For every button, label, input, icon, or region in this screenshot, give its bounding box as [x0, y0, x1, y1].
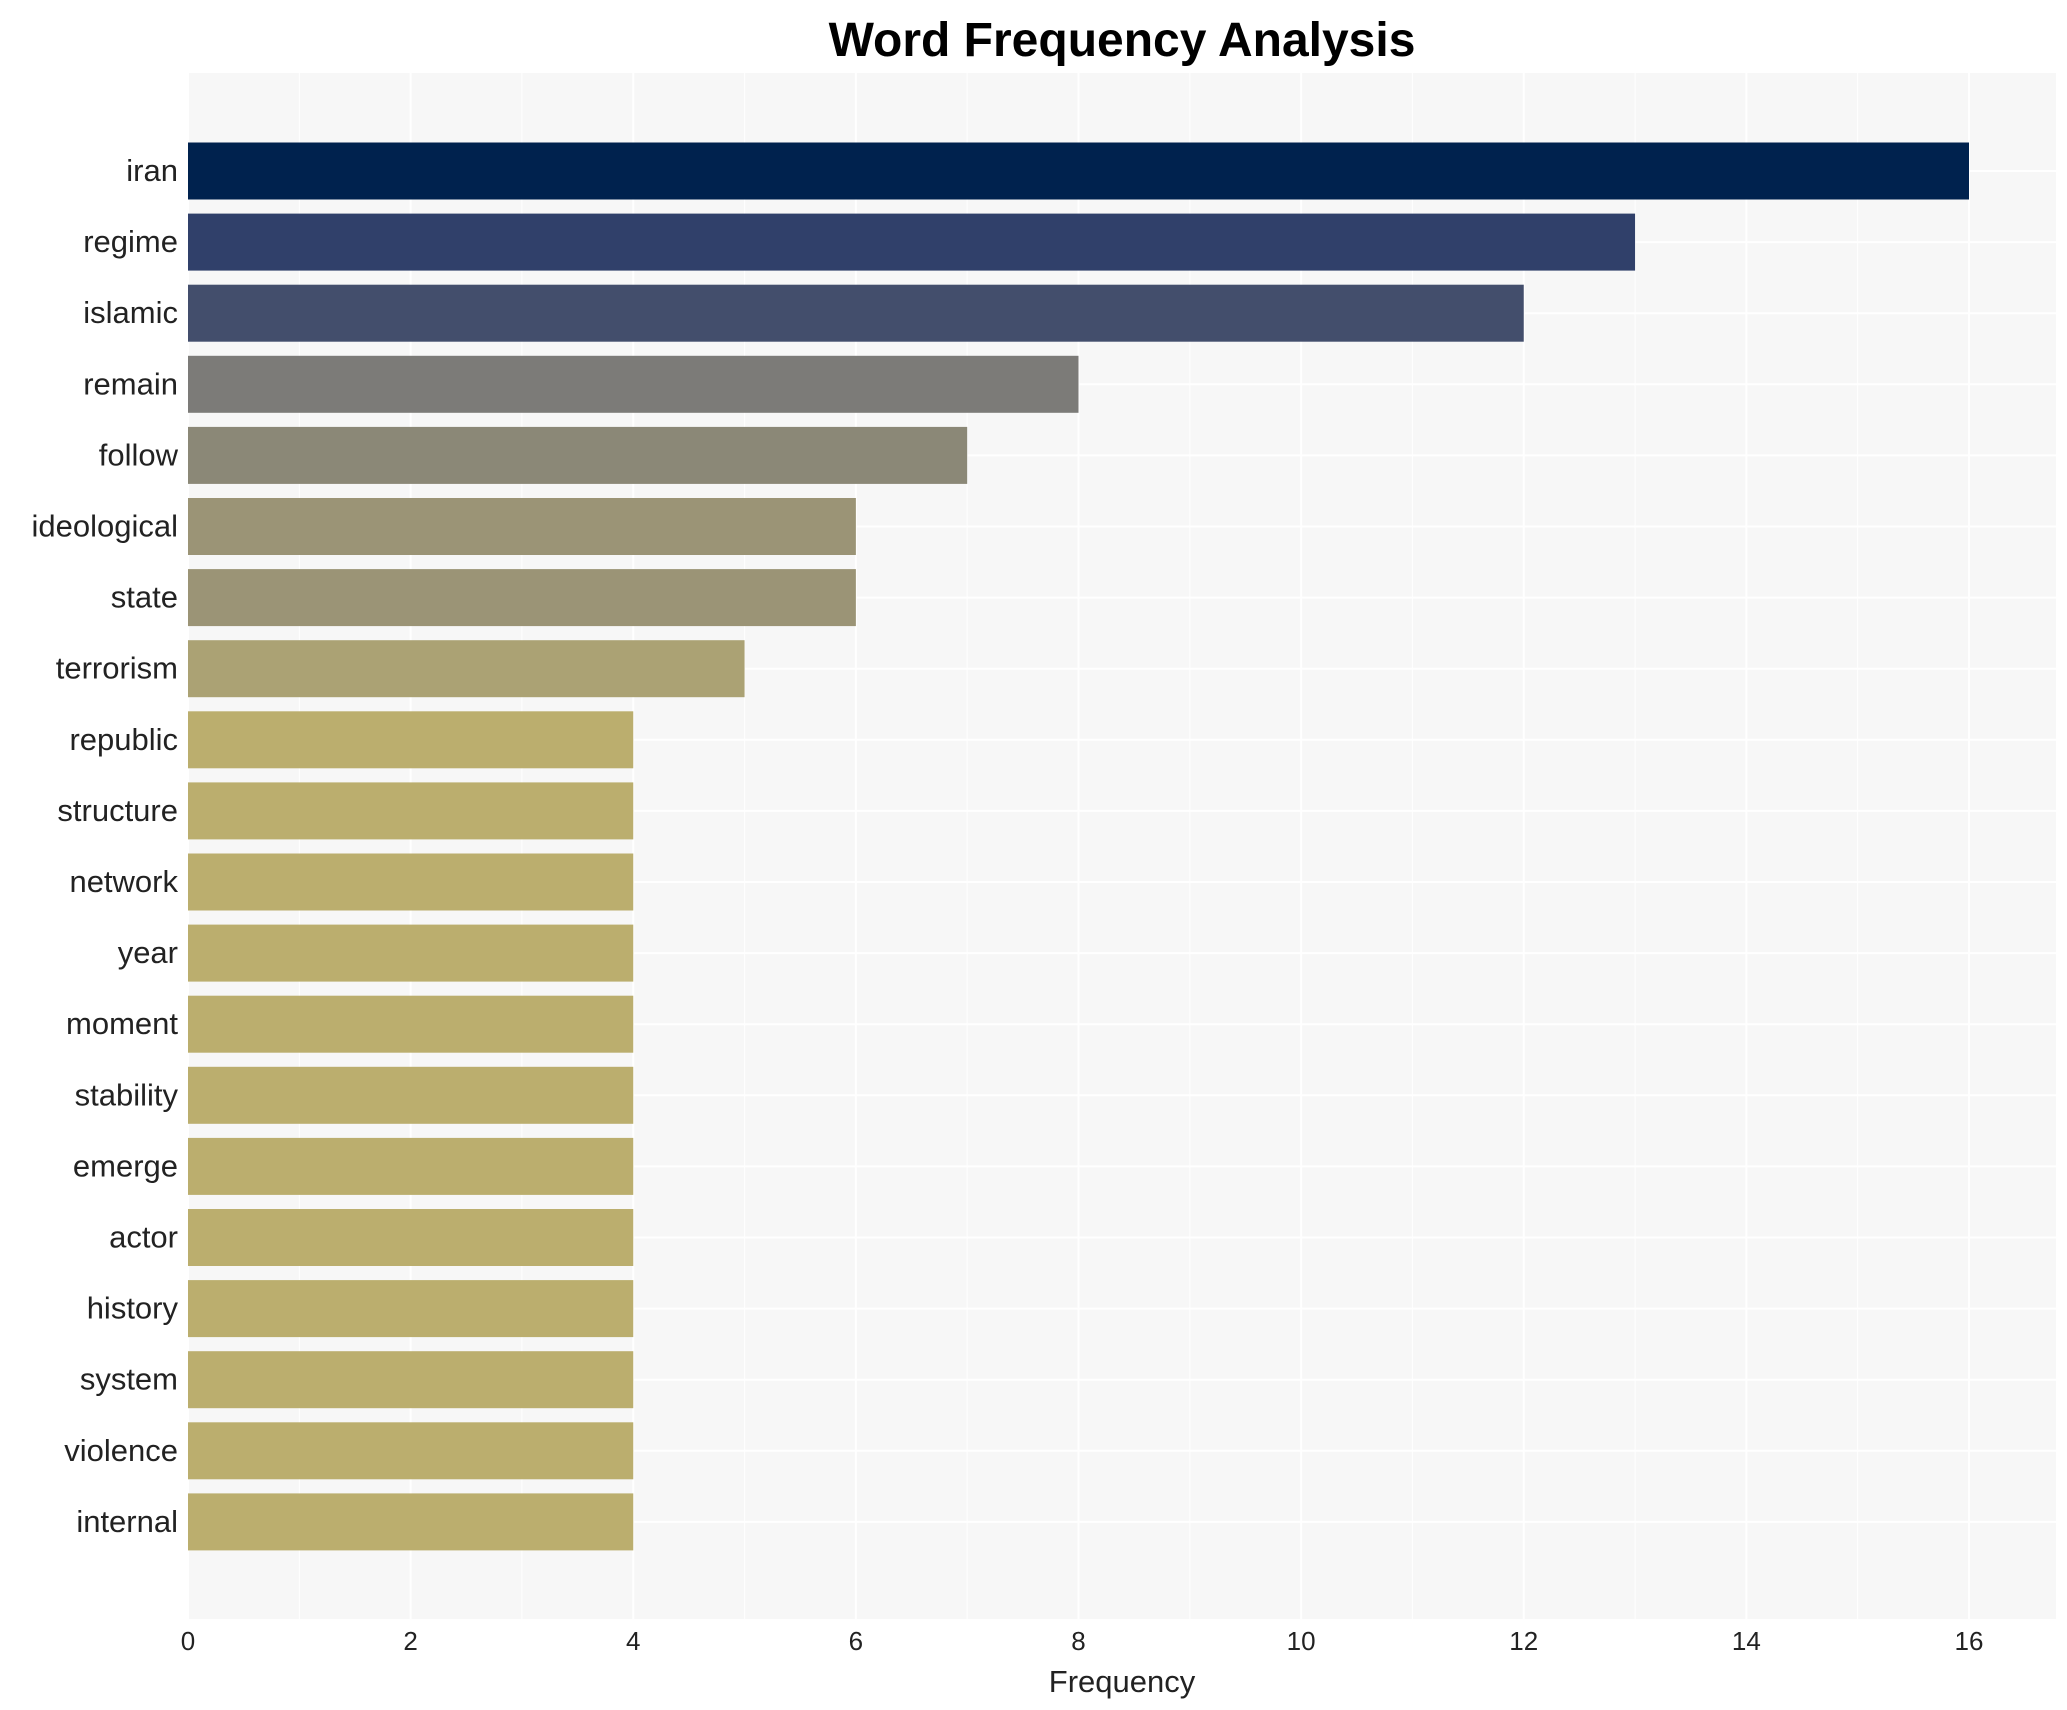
x-tick-label: 8 [1071, 1626, 1085, 1656]
bar-stability [188, 1066, 634, 1124]
bars [188, 142, 1969, 1551]
bar-structure [188, 782, 634, 840]
bar-violence [188, 1422, 634, 1480]
bar-moment [188, 995, 634, 1053]
y-tick-label: terrorism [56, 651, 178, 686]
bar-actor [188, 1209, 634, 1266]
bar-republic [188, 711, 634, 769]
y-tick-label: islamic [83, 295, 178, 330]
y-tick-label: iran [126, 153, 178, 188]
bar-regime [188, 213, 1636, 271]
bar-terrorism [188, 640, 745, 698]
x-axis-ticks: 0 2 4 6 8 10 12 14 16 [181, 1626, 1984, 1656]
y-tick-label: structure [57, 793, 178, 828]
bar-internal [188, 1493, 634, 1551]
x-axis-title: Frequency [1049, 1664, 1196, 1699]
x-tick-label: 0 [181, 1626, 195, 1656]
bar-remain [188, 355, 1079, 413]
bar-follow [188, 426, 968, 484]
bar-history [188, 1280, 634, 1338]
y-tick-label: history [87, 1291, 179, 1326]
bar-iran [188, 142, 1969, 200]
y-tick-label: regime [83, 224, 178, 259]
x-tick-label: 2 [403, 1626, 417, 1656]
bar-year [188, 924, 634, 982]
y-tick-label: republic [69, 722, 178, 757]
y-tick-label: emerge [73, 1148, 178, 1183]
bar-emerge [188, 1137, 634, 1195]
chart-title: Word Frequency Analysis [829, 14, 1416, 67]
x-tick-label: 6 [849, 1626, 863, 1656]
y-tick-label: actor [109, 1220, 178, 1255]
x-tick-label: 16 [1955, 1626, 1984, 1656]
y-tick-label: follow [99, 437, 179, 472]
y-tick-label: remain [83, 366, 178, 401]
bar-ideological [188, 498, 856, 555]
bar-system [188, 1351, 634, 1409]
bar-network [188, 853, 634, 911]
y-tick-label: violence [64, 1433, 178, 1468]
bar-state [188, 569, 856, 627]
y-axis-labels: iran regime islamic remain follow ideological… [32, 153, 179, 1539]
x-tick-label: 12 [1509, 1626, 1538, 1656]
y-tick-label: stability [75, 1077, 179, 1112]
y-tick-label: internal [76, 1504, 178, 1539]
y-tick-label: moment [66, 1006, 178, 1041]
bar-islamic [188, 284, 1524, 342]
y-tick-label: ideological [32, 509, 179, 544]
y-tick-label: system [80, 1362, 178, 1397]
x-tick-label: 4 [626, 1626, 640, 1656]
x-tick-label: 14 [1732, 1626, 1761, 1656]
y-tick-label: network [69, 864, 178, 899]
x-tick-label: 10 [1287, 1626, 1316, 1656]
y-tick-label: state [111, 580, 178, 615]
y-tick-label: year [118, 935, 178, 970]
